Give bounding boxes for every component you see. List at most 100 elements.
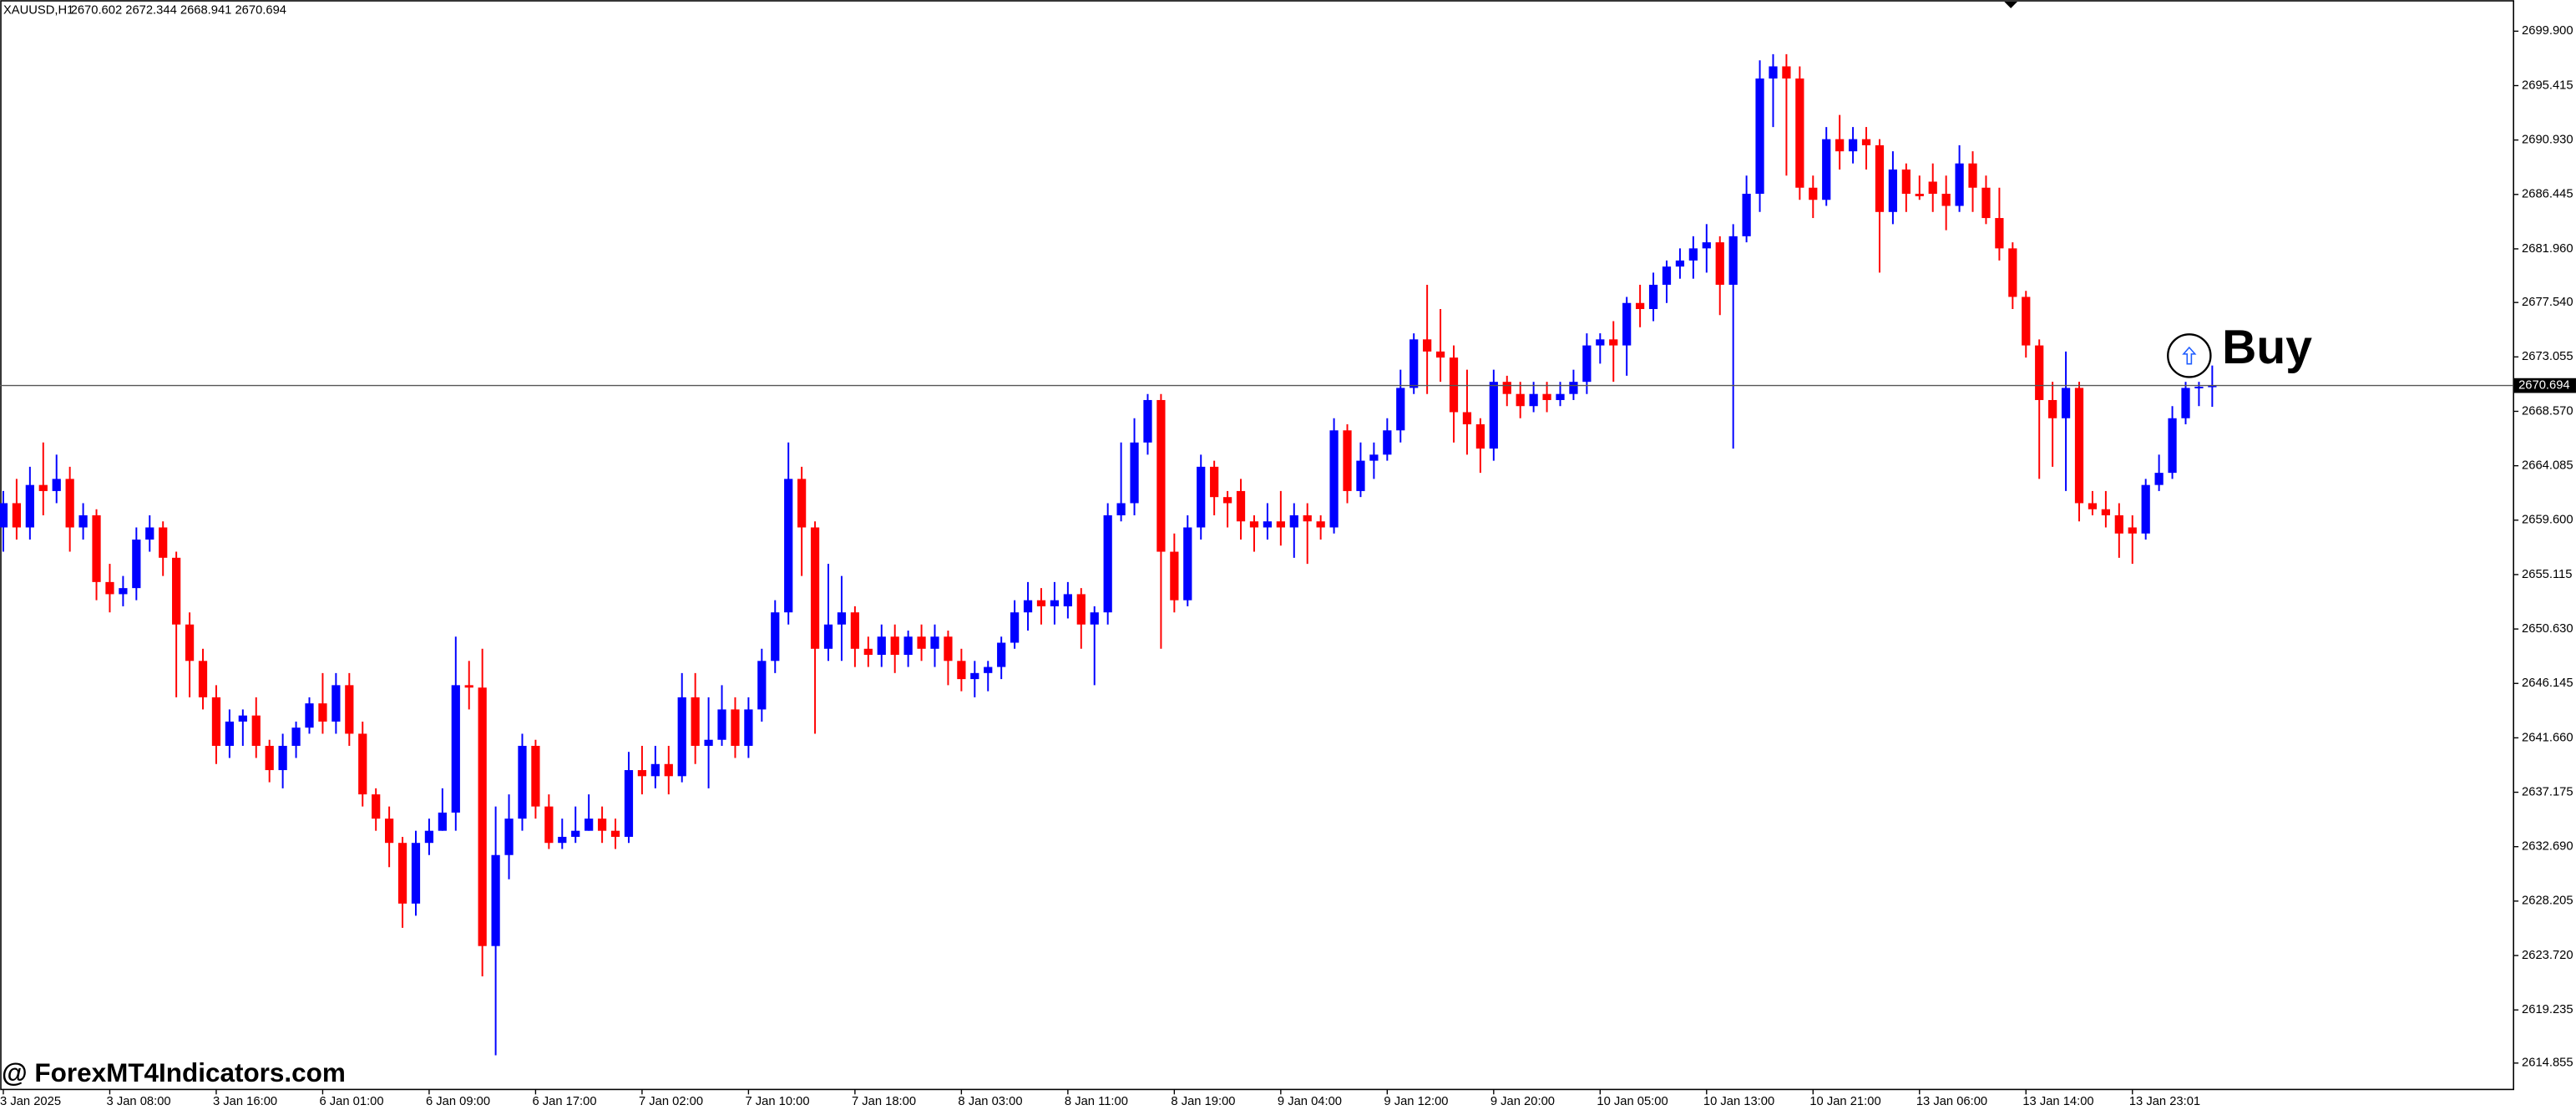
candle-body — [917, 636, 926, 649]
candle-body — [397, 843, 407, 904]
candle-body — [1023, 600, 1033, 613]
candle-body — [65, 479, 74, 528]
candle-body — [411, 843, 421, 904]
candle-body — [238, 715, 247, 722]
x-tick-label: 9 Jan 20:00 — [1490, 1095, 1555, 1108]
plot-frame — [0, 0, 2514, 1091]
x-tick-label: 13 Jan 14:00 — [2022, 1095, 2093, 1108]
y-tick-label: 2659.600 — [2522, 514, 2573, 527]
candle-body — [385, 819, 394, 844]
x-tick-label: 6 Jan 09:00 — [426, 1095, 490, 1108]
candle-body — [903, 636, 913, 656]
candle-body — [1662, 266, 1672, 285]
candle-body — [1475, 424, 1485, 449]
shift-marker — [2004, 1, 2018, 8]
candle-body — [1170, 551, 1179, 601]
x-tick-label: 6 Jan 01:00 — [320, 1095, 384, 1108]
candle-body — [1875, 144, 1885, 212]
candle-body — [784, 479, 793, 613]
candle-body — [624, 770, 634, 837]
candle-body — [1809, 187, 1818, 200]
candle-body — [1955, 163, 1964, 206]
candle-body — [717, 709, 726, 740]
candle-body — [1423, 339, 1432, 352]
candle-body — [1090, 612, 1099, 625]
candle-body — [757, 661, 767, 710]
candle-body — [2048, 399, 2057, 418]
candle-body — [797, 479, 807, 528]
candle-body — [1941, 194, 1951, 206]
candle-body — [372, 794, 381, 819]
x-tick-label: 8 Jan 19:00 — [1171, 1095, 1235, 1108]
y-tick-label: 2650.630 — [2522, 622, 2573, 636]
candle-body — [2022, 297, 2031, 346]
candle-body — [1249, 521, 1259, 528]
candle-body — [38, 484, 48, 491]
candle-body — [78, 514, 88, 528]
candle-body — [664, 763, 673, 777]
candle-body — [1981, 187, 1991, 219]
candle-body — [1462, 412, 1472, 425]
candle-body — [890, 636, 899, 656]
candle-body — [1036, 600, 1046, 606]
candle-body — [1622, 302, 1632, 346]
candle-body — [1210, 466, 1219, 498]
candle-body — [1636, 302, 1645, 310]
current-price-box — [2513, 378, 2576, 393]
candle-body — [119, 588, 128, 595]
candle-body — [1183, 527, 1192, 601]
candle-body — [1769, 66, 1778, 79]
candle-body — [1822, 139, 1831, 200]
candle-body — [957, 661, 966, 680]
candle-body — [704, 739, 713, 746]
candle-body — [504, 819, 514, 855]
y-tick-label: 2677.540 — [2522, 296, 2573, 309]
candle-body — [850, 612, 860, 649]
candle-body — [1489, 382, 1498, 449]
x-tick-label: 9 Jan 12:00 — [1384, 1095, 1448, 1108]
candle-body — [25, 484, 34, 528]
candle-body — [1928, 181, 1937, 195]
candle-body — [1742, 194, 1751, 236]
candle-body — [1316, 521, 1325, 528]
candle-body — [1303, 514, 1312, 522]
x-tick-label: 10 Jan 21:00 — [1809, 1095, 1880, 1108]
candle-body — [105, 581, 114, 595]
candle-body — [198, 661, 208, 697]
candle-body — [585, 819, 594, 831]
symbol: XAUUSD,H1 — [3, 4, 73, 18]
candle-body — [2208, 385, 2217, 388]
candle-body — [451, 685, 460, 813]
candle-body — [691, 697, 700, 746]
candle-body — [2114, 514, 2123, 534]
candle-body — [491, 854, 500, 946]
candle-body — [571, 830, 580, 837]
x-tick-label: 10 Jan 05:00 — [1597, 1095, 1668, 1108]
x-tick-label: 3 Jan 16:00 — [213, 1095, 277, 1108]
current-price-label: 2670.694 — [2518, 379, 2570, 393]
candle-body — [2154, 473, 2164, 485]
candle-body — [358, 733, 367, 795]
candle-body — [1861, 139, 1871, 145]
candle-body — [1968, 163, 1977, 188]
y-tick-label: 2619.235 — [2522, 1003, 2573, 1016]
candle-body — [637, 770, 647, 777]
x-tick-label: 7 Jan 18:00 — [852, 1095, 916, 1108]
candle-body — [1529, 393, 1538, 407]
candle-body — [1435, 351, 1445, 358]
candle-body — [531, 745, 540, 807]
candle-body — [1582, 345, 1592, 383]
candle-body — [52, 479, 61, 491]
x-tick-label: 7 Jan 02:00 — [639, 1095, 703, 1108]
candle-body — [1156, 399, 1166, 552]
x-tick-label: 3 Jan 2025 — [0, 1095, 61, 1108]
y-tick-label: 2695.415 — [2522, 79, 2573, 92]
y-tick-label: 2646.145 — [2522, 677, 2573, 690]
candle-body — [345, 685, 354, 734]
x-tick-label: 9 Jan 04:00 — [1278, 1095, 1342, 1108]
candle-body — [1143, 399, 1152, 443]
candle-body — [1236, 490, 1246, 522]
candle-body — [132, 540, 141, 589]
candle-body — [2168, 418, 2177, 474]
candle-body — [1728, 236, 1738, 285]
